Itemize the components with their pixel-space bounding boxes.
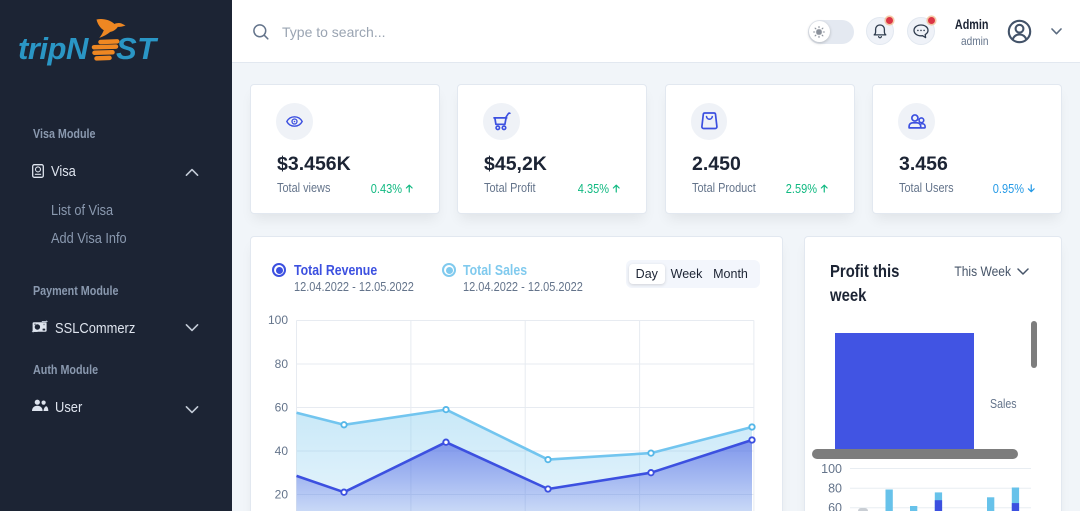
svg-text:80: 80	[275, 357, 289, 371]
svg-text:80: 80	[828, 482, 842, 496]
svg-text:40: 40	[275, 444, 289, 458]
svg-text:60: 60	[828, 501, 842, 511]
svg-text:100: 100	[821, 462, 842, 476]
svg-text:20: 20	[275, 488, 289, 502]
svg-text:100: 100	[268, 313, 288, 327]
svg-text:60: 60	[275, 401, 289, 415]
